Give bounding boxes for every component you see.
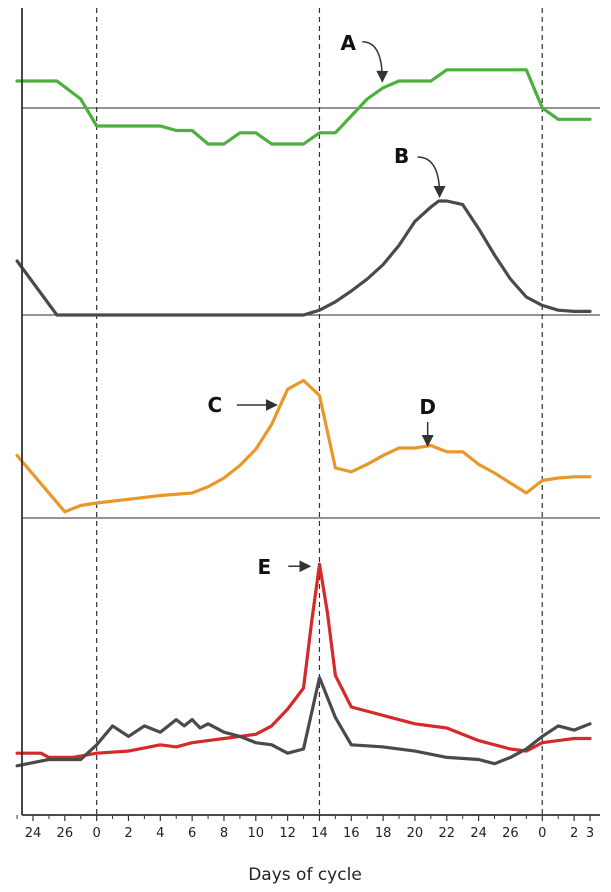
- x-tick-label: 24: [470, 826, 487, 841]
- panel-1-series-1-line: [15, 68, 592, 146]
- panel-4-series-1-line: [15, 562, 592, 760]
- x-tick-label: 2: [570, 826, 578, 841]
- x-tick-label: 0: [93, 826, 101, 841]
- annotation-a-arrow: [362, 41, 389, 83]
- x-tick-label: 6: [188, 826, 196, 841]
- x-tick-label: 16: [343, 826, 360, 841]
- x-axis-label: Days of cycle: [248, 865, 362, 885]
- panel-3-series-1-line: [15, 378, 592, 514]
- x-tick-label: 0: [538, 826, 546, 841]
- x-tick-label: 20: [407, 826, 424, 841]
- x-tick-label: 26: [57, 826, 74, 841]
- x-tick-label: 2: [124, 826, 132, 841]
- x-tick-label: 26: [502, 826, 519, 841]
- annotation-a-label: A: [341, 31, 357, 55]
- x-tick-label: 24: [25, 826, 42, 841]
- x-tick-label: 8: [220, 826, 228, 841]
- x-tick-label: 4: [156, 826, 164, 841]
- x-tick-label: 18: [375, 826, 392, 841]
- annotation-b-label: B: [394, 144, 409, 168]
- annotation-c-label: C: [208, 393, 223, 417]
- x-tick-label: 10: [248, 826, 265, 841]
- x-tick-label: 22: [438, 826, 455, 841]
- annotation-e-label: E: [257, 555, 271, 579]
- annotation-d-label: D: [419, 395, 436, 419]
- panel-4-series-2-line: [15, 675, 592, 768]
- panel-2-series-1-line: [15, 199, 592, 317]
- x-tick-label: 12: [279, 826, 296, 841]
- x-tick-label: 3: [586, 826, 594, 841]
- annotation-b-arrow: [417, 156, 446, 198]
- x-tick-label: 14: [311, 826, 328, 841]
